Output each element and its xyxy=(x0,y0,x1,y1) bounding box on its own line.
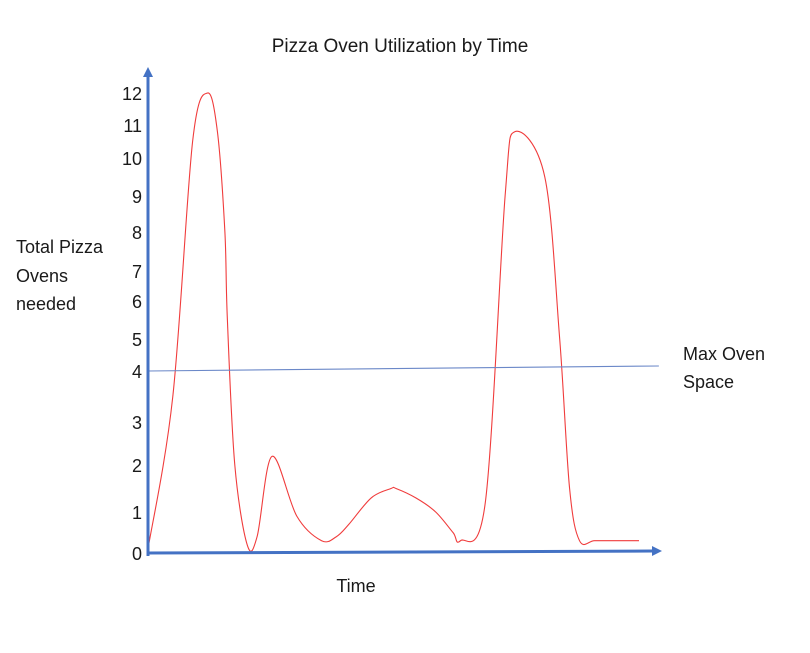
y-tick-label: 11 xyxy=(123,116,142,136)
y-tick-label: 5 xyxy=(132,330,142,350)
demand-curve xyxy=(147,92,639,552)
max-oven-space-line xyxy=(147,365,659,372)
x-axis-line xyxy=(146,549,654,555)
y-tick-label: 12 xyxy=(122,84,142,104)
y-tick-label: 0 xyxy=(132,544,142,564)
series-layer xyxy=(147,92,659,552)
y-tick-label: 7 xyxy=(132,262,142,282)
y-tick-label: 10 xyxy=(122,149,142,169)
y-tick-label: 3 xyxy=(132,413,142,433)
y-tick-label: 2 xyxy=(132,456,142,476)
y-tick-label: 6 xyxy=(132,292,142,312)
reference-line-label-line-1: Max Oven xyxy=(683,344,765,364)
axes xyxy=(143,67,662,556)
chart-title: Pizza Oven Utilization by Time xyxy=(272,36,529,57)
y-tick-label: 9 xyxy=(132,187,142,207)
y-axis-label-line-3: needed xyxy=(16,294,76,314)
x-axis-label: Time xyxy=(336,576,375,596)
reference-line-label-line-2: Space xyxy=(683,372,734,392)
y-axis-label-line-1: Total Pizza xyxy=(16,237,104,257)
x-axis-arrowhead xyxy=(652,546,662,556)
y-axis-arrowhead xyxy=(143,67,153,77)
y-tick-label: 8 xyxy=(132,223,142,243)
y-tick-label: 1 xyxy=(132,503,142,523)
y-axis-label-line-2: Ovens xyxy=(16,266,68,286)
y-tick-label: 4 xyxy=(132,362,142,382)
